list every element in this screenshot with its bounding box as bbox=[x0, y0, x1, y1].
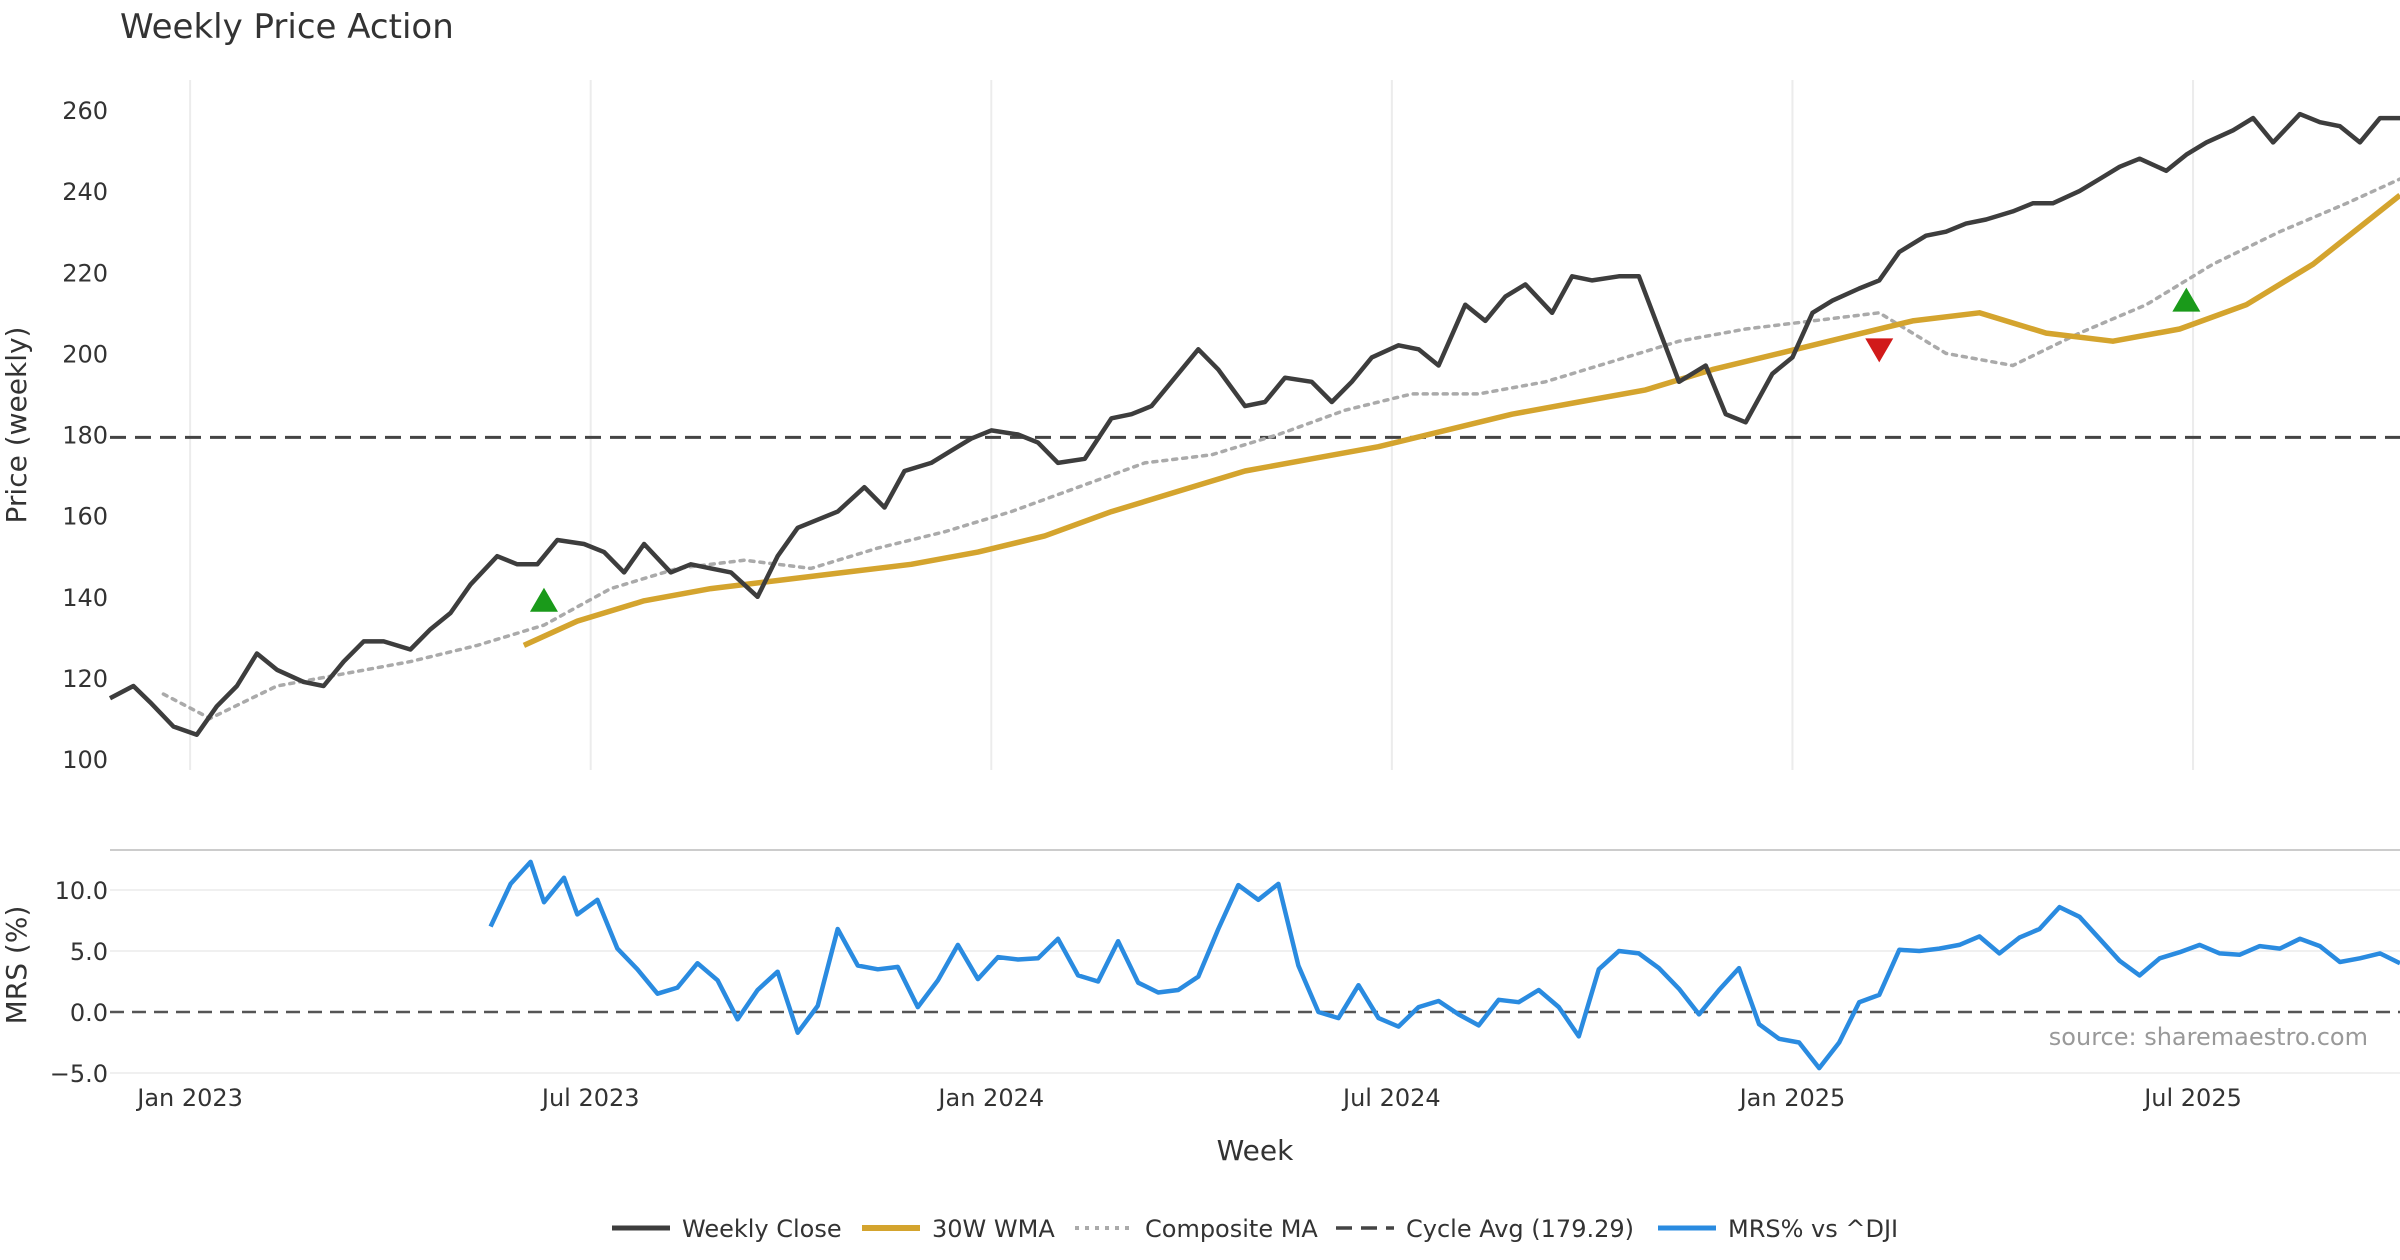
x-tick-label: Jan 2024 bbox=[936, 1084, 1044, 1112]
mrs-y-axis-label: MRS (%) bbox=[0, 906, 33, 1025]
x-axis-label: Week bbox=[1217, 1134, 1294, 1167]
wma-30w-line bbox=[522, 193, 2400, 648]
chart-title: Weekly Price Action bbox=[120, 7, 454, 47]
x-axis-ticks: Jan 2023 Jul 2023 Jan 2024 Jul 2024 Jan 2025… bbox=[135, 1084, 2242, 1112]
signal-markers bbox=[529, 287, 2201, 612]
y-tick-label: 10.0 bbox=[55, 877, 108, 905]
legend-entry: MRS% vs ^DJI bbox=[1728, 1215, 1898, 1243]
y-tick-label: 180 bbox=[62, 422, 108, 450]
legend-entry: Composite MA bbox=[1145, 1215, 1318, 1243]
x-tick-label: Jul 2025 bbox=[2142, 1084, 2242, 1112]
legend-entry: Cycle Avg (179.29) bbox=[1406, 1215, 1634, 1243]
price-panel-series bbox=[108, 111, 2400, 737]
y-tick-label: −5.0 bbox=[50, 1060, 108, 1088]
price-y-axis-label: Price (weekly) bbox=[0, 327, 33, 524]
price-y-ticks: 100 120 140 160 180 200 220 240 260 bbox=[62, 97, 108, 774]
legend-entry: Weekly Close bbox=[682, 1215, 842, 1243]
y-tick-label: 240 bbox=[62, 178, 108, 206]
y-tick-label: 120 bbox=[62, 665, 108, 693]
mrs-line bbox=[488, 859, 2400, 1071]
x-tick-label: Jul 2024 bbox=[1341, 1084, 1441, 1112]
y-tick-label: 160 bbox=[62, 503, 108, 531]
mrs-panel-grid bbox=[110, 889, 2400, 1074]
x-tick-label: Jan 2023 bbox=[135, 1084, 243, 1112]
sell-signal-marker bbox=[1865, 338, 1894, 363]
buy-signal-marker bbox=[529, 587, 558, 612]
mrs-panel-series bbox=[488, 859, 2400, 1071]
weekly-close-line bbox=[108, 111, 2400, 737]
source-annotation: source: sharemaestro.com bbox=[2049, 1023, 2368, 1051]
y-tick-label: 140 bbox=[62, 584, 108, 612]
y-tick-label: 200 bbox=[62, 340, 108, 368]
y-tick-label: 260 bbox=[62, 97, 108, 125]
y-tick-label: 5.0 bbox=[70, 938, 108, 966]
y-tick-label: 0.0 bbox=[70, 999, 108, 1027]
x-tick-label: Jan 2025 bbox=[1738, 1084, 1846, 1112]
legend: Weekly Close 30W WMA Composite MA Cycle Avg… bbox=[612, 1215, 1898, 1243]
composite-ma-line bbox=[161, 177, 2400, 721]
price-panel-grid bbox=[189, 80, 2195, 770]
y-tick-label: 220 bbox=[62, 259, 108, 287]
y-tick-label: 100 bbox=[62, 746, 108, 774]
x-tick-label: Jul 2023 bbox=[540, 1084, 640, 1112]
buy-signal-marker bbox=[2172, 287, 2201, 312]
mrs-y-ticks: 10.0 5.0 0.0 −5.0 bbox=[50, 877, 108, 1088]
legend-entry: 30W WMA bbox=[932, 1215, 1055, 1243]
